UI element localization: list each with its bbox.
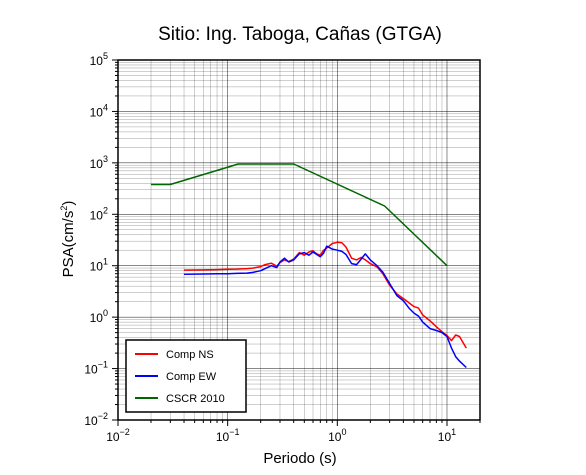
y-tick-label: 104	[90, 102, 108, 119]
y-tick-label: 101	[90, 257, 108, 274]
y-tick-label: 10−2	[84, 411, 108, 428]
grid-layer	[117, 59, 481, 421]
y-tick-label: 103	[90, 154, 108, 171]
x-tick-label: 10−1	[216, 427, 240, 444]
legend-label-ew: Comp EW	[166, 371, 217, 383]
y-axis-label-sup: 2	[59, 206, 69, 211]
chart-title: Sitio: Ing. Taboga, Cañas (GTGA)	[158, 24, 442, 45]
y-tick-label: 10−1	[84, 360, 108, 377]
x-tick-label: 101	[438, 427, 456, 444]
y-axis-label-base: PSA(cm/s	[60, 211, 77, 278]
x-tick-label: 100	[328, 427, 346, 444]
series-line-comp-ew	[183, 245, 467, 369]
tick-layer: 10−2 10−1 100 101 10−2 10−1 100 101 102 103 104 105	[84, 51, 481, 444]
series-layer	[151, 163, 467, 369]
x-axis-label: Periodo (s)	[263, 450, 336, 467]
plot-frame	[117, 59, 481, 421]
series-line-cscr-2010	[151, 163, 448, 267]
series-line-comp-ns	[183, 241, 467, 349]
x-tick-label: 10−2	[106, 427, 130, 444]
y-tick-label: 105	[90, 51, 108, 68]
y-axis-label-tail: )	[60, 201, 77, 206]
y-tick-label: 102	[90, 205, 108, 222]
y-tick-label: 100	[90, 308, 108, 325]
legend-label-ns: Comp NS	[166, 349, 214, 361]
y-axis-label: PSA(cm/s2)	[59, 201, 77, 278]
legend: Comp NS Comp EW CSCR 2010	[125, 339, 247, 413]
legend-label-cscr: CSCR 2010	[166, 393, 225, 405]
